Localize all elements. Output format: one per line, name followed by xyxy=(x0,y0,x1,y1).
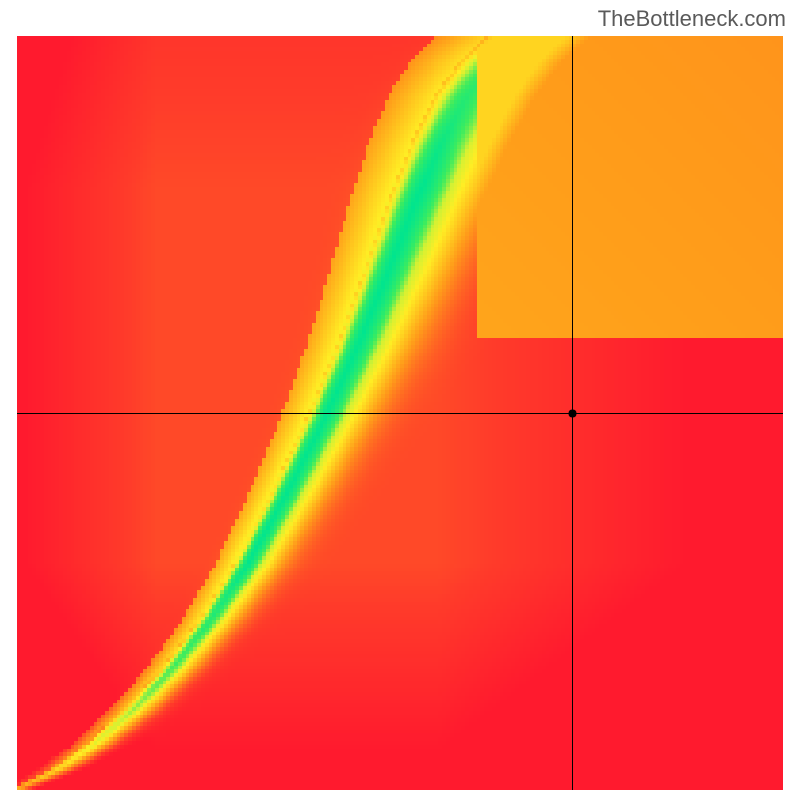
watermark-text: TheBottleneck.com xyxy=(598,6,786,32)
heatmap-canvas xyxy=(17,36,783,790)
chart-container: TheBottleneck.com xyxy=(0,0,800,800)
heatmap-chart xyxy=(17,36,783,790)
